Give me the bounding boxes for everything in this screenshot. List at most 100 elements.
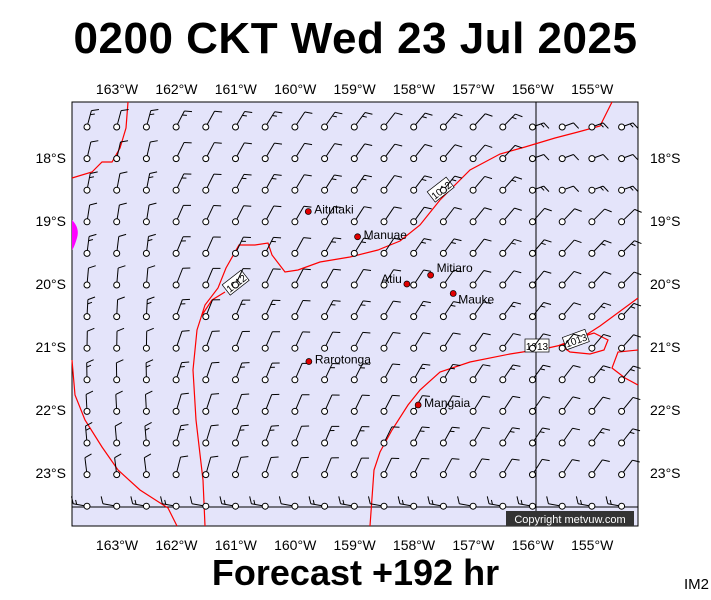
wind-barb [261, 331, 281, 352]
wind-barb [142, 202, 157, 226]
wind-barb [439, 144, 463, 163]
wind-barb [529, 185, 550, 194]
wind-barb [380, 394, 400, 415]
wind-barb [380, 237, 402, 257]
wind-barb [350, 112, 373, 131]
wind-barb [113, 453, 122, 479]
lon-label: 156°W [512, 81, 555, 97]
wind-barb [291, 142, 313, 163]
wind-barb [529, 458, 550, 479]
wind-barb [588, 154, 609, 163]
wind-barb [142, 265, 156, 289]
wind-barb [410, 457, 430, 479]
wind-barb [321, 331, 341, 352]
lat-label: 23°S [650, 465, 681, 481]
wind-barb [83, 359, 94, 384]
wind-barb [588, 271, 612, 289]
wind-barb [529, 364, 551, 384]
lon-label: 162°W [155, 81, 198, 97]
lon-label: 158°W [393, 81, 436, 97]
wind-barb [380, 112, 403, 131]
wind-barb [172, 298, 190, 321]
wind-barb [83, 390, 94, 415]
wind-barb [142, 171, 158, 194]
wind-barb [469, 175, 493, 194]
wind-barb [546, 496, 566, 510]
wind-barb [83, 233, 97, 257]
wind-barb [172, 236, 191, 257]
wind-barb [410, 300, 431, 321]
wind-barb [469, 332, 491, 352]
wind-barb [469, 144, 493, 163]
wind-barb [172, 204, 192, 226]
wind-barb [83, 108, 100, 131]
lon-label: 155°W [571, 81, 614, 97]
wind-barb [261, 456, 279, 479]
wind-barb [83, 265, 96, 289]
wind-barb [350, 268, 372, 289]
lon-label: 161°W [215, 537, 258, 553]
wind-barb [410, 112, 433, 131]
places: Aitutaki Manuae Atiu Mitiaro Mauke Rarotonga M… [304, 203, 495, 410]
wind-barb [380, 332, 401, 352]
lat-label: 20°S [35, 276, 66, 292]
wind-barb [261, 425, 279, 447]
wind-barb [439, 363, 461, 384]
wind-barb [202, 330, 220, 352]
wind-barb [83, 422, 93, 447]
wind-barb [291, 299, 311, 321]
wind-barb [499, 333, 521, 352]
wind-barb [83, 296, 96, 321]
wind-barb [618, 428, 641, 447]
wind-barb [291, 268, 311, 289]
wind-barb [261, 268, 281, 289]
wind-barb [232, 299, 251, 321]
town-marker: Mangaia [414, 396, 471, 410]
wind-barb [172, 110, 193, 131]
wind-barb [202, 205, 222, 226]
wind-barb [529, 154, 550, 163]
wind-barb [410, 426, 430, 447]
wind-barb [291, 394, 310, 415]
wind-barb [219, 496, 239, 510]
wind-barb [410, 143, 433, 163]
wind-barb [202, 267, 221, 289]
copyright-box: Copyright metvuw.com [506, 511, 634, 526]
wind-barb [321, 268, 341, 289]
isobar-1012 [71, 359, 178, 527]
wind-barb [291, 456, 309, 479]
town-marker: Rarotonga [305, 352, 371, 366]
wind-barb [380, 300, 401, 321]
wind-barb [439, 395, 461, 415]
wind-barb [202, 361, 220, 384]
wind-barb [291, 362, 310, 384]
wind-barb [142, 233, 156, 257]
wind-barb [410, 332, 431, 352]
wind-barb [232, 236, 251, 257]
wind-barb [113, 327, 125, 352]
wind-barbs [70, 108, 642, 510]
wind-barb [202, 455, 219, 479]
lon-label: 159°W [334, 81, 377, 97]
isobar-line [71, 101, 129, 179]
isobar-1012-main [192, 101, 613, 527]
wind-barb [439, 458, 460, 479]
wind-barb [410, 175, 433, 194]
wind-barb [439, 175, 463, 194]
isobar-1013-east [611, 349, 639, 386]
wind-barb [499, 176, 523, 194]
wind-barb [261, 174, 282, 194]
wind-barb [321, 174, 342, 194]
town-label: Rarotonga [315, 352, 371, 366]
wind-barb [469, 426, 490, 447]
wind-barb [618, 302, 642, 321]
wind-barb [338, 496, 358, 510]
lon-label: 158°W [393, 537, 436, 553]
wind-barb [439, 426, 460, 447]
town-label: Mauke [458, 292, 494, 306]
town-marker: Mitiaro [427, 261, 473, 279]
wind-barb [380, 363, 401, 384]
wind-barb [588, 333, 611, 352]
town-marker: Atiu [381, 272, 411, 288]
wind-barb [142, 390, 153, 415]
